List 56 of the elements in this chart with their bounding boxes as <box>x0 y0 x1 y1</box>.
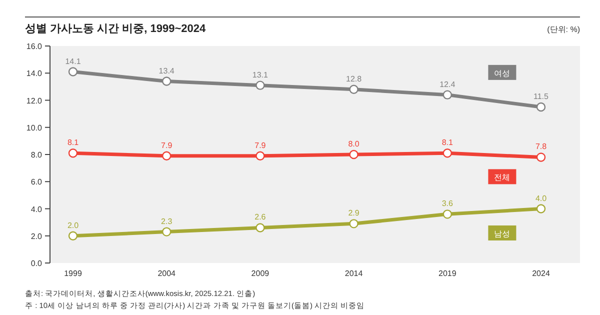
point <box>68 67 78 76</box>
data-label: 7.9 <box>254 140 266 150</box>
point <box>256 151 265 160</box>
point <box>536 102 546 112</box>
data-label: 2.0 <box>67 220 80 230</box>
data-label: 7.8 <box>535 142 548 152</box>
data-label: 14.1 <box>65 56 82 66</box>
x-tick-label: 2004 <box>158 269 176 278</box>
data-label: 7.9 <box>161 140 173 150</box>
x-tick-label: 2019 <box>438 269 457 278</box>
x-tick-label: 2024 <box>532 269 550 278</box>
data-label: 8.0 <box>348 140 360 148</box>
point <box>349 84 358 94</box>
text: 10.0 <box>26 123 42 132</box>
x-tick-label: 2014 <box>344 269 364 278</box>
data-label: 2.6 <box>254 212 266 222</box>
text: 전체 <box>494 173 510 182</box>
point <box>536 204 546 214</box>
point <box>162 151 172 160</box>
text: 14.0 <box>26 69 42 78</box>
data-label: 13.4 <box>158 66 175 76</box>
point <box>68 231 78 240</box>
data-label: 4.0 <box>535 194 548 203</box>
x-tick-label: 1999 <box>64 269 82 278</box>
point <box>162 76 172 86</box>
point <box>256 223 265 232</box>
x-tick-label: 2009 <box>251 269 270 278</box>
text: 12.0 <box>26 96 42 106</box>
text: 0.0 <box>30 259 42 268</box>
y-axis-title: (단위: %) <box>547 25 580 34</box>
data-label: 2.3 <box>161 216 173 226</box>
data-label: 3.6 <box>442 199 454 208</box>
text: 4.0 <box>30 204 42 214</box>
point <box>349 150 358 160</box>
data-label: 12.4 <box>440 80 456 89</box>
data-label: 2.9 <box>348 208 360 218</box>
text: 여성 <box>494 68 510 78</box>
data-label: 11.5 <box>534 92 550 102</box>
text: 2.0 <box>30 232 42 241</box>
point <box>256 80 265 90</box>
text: 6.0 <box>30 178 42 187</box>
point <box>442 210 452 219</box>
text: 16.0 <box>26 42 42 51</box>
point <box>442 90 452 100</box>
data-label: 13.1 <box>252 70 269 80</box>
chart-title: 성별 가사노동 시간 비중, 1999~2024 <box>25 23 207 35</box>
point <box>536 152 546 162</box>
point <box>442 148 452 158</box>
point <box>162 227 172 236</box>
data-label: 8.1 <box>442 138 454 148</box>
text: 남성 <box>494 229 510 238</box>
data-label: 12.8 <box>346 74 362 84</box>
text: 8.0 <box>30 150 42 160</box>
point <box>349 219 358 228</box>
data-label: 8.1 <box>67 138 80 148</box>
point <box>68 148 78 158</box>
